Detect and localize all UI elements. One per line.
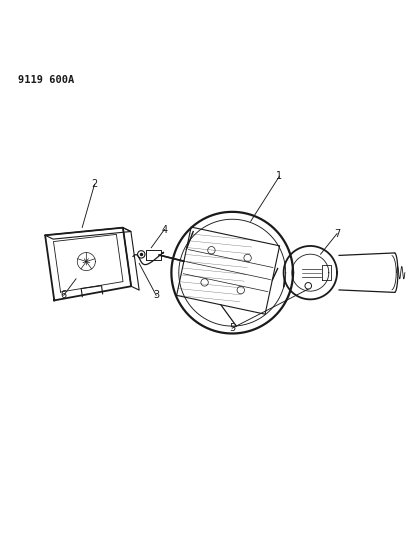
- Text: 2: 2: [91, 179, 98, 189]
- Text: 6: 6: [61, 290, 67, 300]
- Text: 4: 4: [162, 224, 167, 235]
- Text: 3: 3: [153, 290, 159, 300]
- Text: 1: 1: [277, 171, 282, 181]
- Text: 9119 600A: 9119 600A: [18, 75, 75, 85]
- Text: 5: 5: [229, 323, 236, 333]
- Text: 7: 7: [334, 229, 340, 239]
